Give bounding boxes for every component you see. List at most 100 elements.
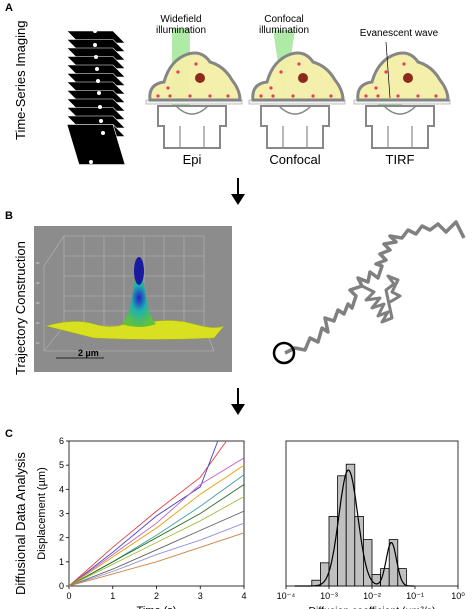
y-tick-label: 3	[59, 509, 64, 519]
histogram-bar	[397, 568, 407, 587]
displacement-series-line	[68, 474, 245, 587]
fluorophore	[297, 62, 301, 66]
fluorophore	[156, 94, 160, 98]
particle-dot	[95, 67, 99, 71]
particle-dot	[94, 55, 98, 59]
mode-confocal: Confocal illumination Confocal	[243, 0, 353, 175]
fluorophore	[311, 94, 315, 98]
panel-a-letter: A	[5, 2, 13, 14]
svg-text:10: 10	[36, 341, 40, 345]
particle-dot	[93, 43, 97, 47]
particle-dot	[96, 79, 100, 83]
mode-label: TIRF	[385, 152, 415, 167]
panel-a-side-title: Time-Series Imaging	[13, 20, 28, 140]
fluorophore	[208, 94, 212, 98]
stack-frame	[66, 124, 126, 165]
scale-bar-label: 2 µm	[78, 348, 99, 358]
fluorophore	[329, 94, 333, 98]
x-tick-label: 10⁻¹	[406, 591, 424, 601]
fluorophore	[226, 94, 230, 98]
fluorophore	[269, 86, 273, 90]
arrow-a-to-b-icon	[231, 178, 245, 205]
displacement-series-line	[68, 532, 245, 587]
fluorophore	[271, 94, 275, 98]
fluorophore	[416, 94, 420, 98]
x-tick-label: 10⁻²	[363, 591, 381, 601]
fluorophore	[384, 70, 388, 74]
histogram-bar	[363, 539, 373, 587]
particle-dot	[99, 119, 103, 123]
y-tick-label: 1	[59, 557, 64, 567]
cell	[148, 51, 242, 102]
displacement-series-line	[68, 484, 245, 587]
cell	[251, 51, 345, 102]
particle-dot	[89, 160, 93, 164]
fluorophore	[188, 94, 192, 98]
illumination-label: Confocal illumination	[258, 14, 310, 36]
histogram-bar	[388, 539, 399, 587]
illumination-label: Evanescent wave	[359, 28, 439, 39]
particle-dot	[93, 29, 97, 33]
svg-text:30: 30	[36, 301, 40, 305]
mode-label: Epi	[182, 152, 202, 167]
particle-dot	[101, 131, 105, 135]
particle-dot	[97, 165, 101, 169]
objective-lens	[157, 105, 227, 149]
particle-dot	[83, 167, 87, 171]
fluorophore	[279, 70, 283, 74]
y-tick-label: 5	[59, 460, 64, 470]
fluorophore	[396, 94, 400, 98]
trajectory	[272, 220, 466, 365]
fluorophore	[402, 62, 406, 66]
objective-lens	[260, 105, 330, 149]
y-tick-label: 2	[59, 533, 64, 543]
fluorophore	[259, 94, 263, 98]
surface-plot: 50 40 30 20 10 2 µm	[34, 226, 232, 372]
arrow-b-to-c-icon	[231, 388, 245, 415]
particle-dot	[97, 91, 101, 95]
x-tick-label: 2	[154, 591, 159, 601]
nucleus	[195, 73, 205, 83]
panel-c-letter: C	[5, 428, 13, 440]
illumination-label: Widefield illumination	[155, 14, 207, 36]
fit-curve	[294, 469, 415, 587]
cell	[356, 51, 450, 102]
x-tick-label: 10⁻³	[320, 591, 338, 601]
fluorophore	[374, 86, 378, 90]
displacement-chart: 0 1 2 3 4 0 1 2 3 4 5 6 Time (s) Displacement (µm)	[36, 436, 247, 609]
nucleus	[403, 73, 413, 83]
diffusion-histogram: 10⁻⁴ 10⁻³ 10⁻² 10⁻¹ 10⁰ Diffusion coefficient…	[277, 440, 465, 609]
fluorophore	[176, 70, 180, 74]
nucleus	[298, 73, 308, 83]
y-tick-label: 4	[59, 484, 64, 494]
x-axis-label: Time (s)	[137, 605, 177, 609]
mode-label: Confocal	[269, 152, 321, 167]
mode-tirf: Evanescent wave TIRF	[348, 0, 458, 175]
displacement-series-line	[68, 457, 245, 587]
svg-text:50: 50	[36, 261, 40, 265]
y-tick-label: 6	[59, 436, 64, 446]
displacement-series-line	[68, 522, 245, 587]
y-axis-label: Displacement (µm)	[36, 467, 48, 560]
x-tick-label: 4	[241, 591, 246, 601]
image-stack	[66, 29, 126, 175]
objective-lens	[365, 105, 435, 149]
particle-dot	[98, 105, 102, 109]
displacement-series-line	[68, 440, 219, 587]
fluorophore	[376, 94, 380, 98]
y-tick-label: 0	[59, 581, 64, 591]
svg-text:20: 20	[36, 321, 40, 325]
mode-epi: Widefield illumination Epi	[140, 0, 250, 175]
x-axis-label: Diffusion coefficient (µm²/s)	[308, 605, 435, 609]
particle-dot	[87, 171, 91, 175]
svg-text:40: 40	[36, 281, 40, 285]
plot-frame	[68, 440, 245, 587]
fluorophore	[291, 94, 295, 98]
displacement-series-line	[68, 464, 245, 587]
displacement-series-line	[68, 510, 245, 587]
fluorophore	[166, 86, 170, 90]
x-tick-label: 0	[66, 591, 71, 601]
x-tick-label: 3	[198, 591, 203, 601]
fluorophore	[364, 94, 368, 98]
fluorophore	[434, 94, 438, 98]
